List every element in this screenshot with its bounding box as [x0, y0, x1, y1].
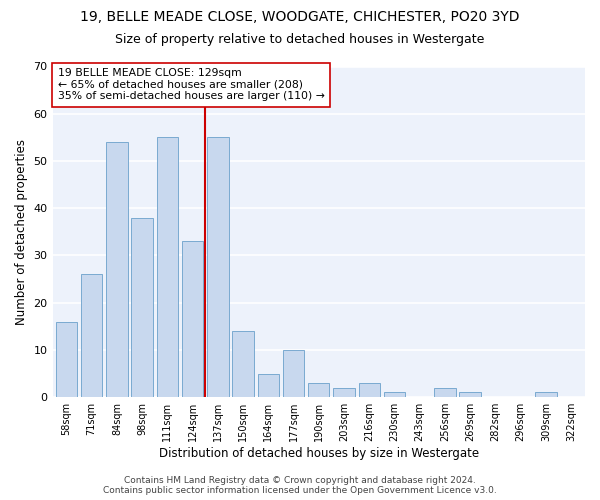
- Bar: [333, 388, 355, 397]
- Bar: [283, 350, 304, 397]
- Text: 19, BELLE MEADE CLOSE, WOODGATE, CHICHESTER, PO20 3YD: 19, BELLE MEADE CLOSE, WOODGATE, CHICHES…: [80, 10, 520, 24]
- Bar: [434, 388, 455, 397]
- Bar: [232, 331, 254, 397]
- Bar: [384, 392, 405, 397]
- Bar: [207, 138, 229, 397]
- Text: Contains HM Land Registry data © Crown copyright and database right 2024.
Contai: Contains HM Land Registry data © Crown c…: [103, 476, 497, 495]
- X-axis label: Distribution of detached houses by size in Westergate: Distribution of detached houses by size …: [159, 447, 479, 460]
- Bar: [56, 322, 77, 397]
- Bar: [131, 218, 153, 397]
- Bar: [308, 383, 329, 397]
- Bar: [257, 374, 279, 397]
- Text: Size of property relative to detached houses in Westergate: Size of property relative to detached ho…: [115, 32, 485, 46]
- Bar: [106, 142, 128, 397]
- Text: 19 BELLE MEADE CLOSE: 129sqm
← 65% of detached houses are smaller (208)
35% of s: 19 BELLE MEADE CLOSE: 129sqm ← 65% of de…: [58, 68, 325, 102]
- Bar: [182, 242, 203, 397]
- Bar: [535, 392, 557, 397]
- Bar: [359, 383, 380, 397]
- Bar: [157, 138, 178, 397]
- Bar: [81, 274, 103, 397]
- Y-axis label: Number of detached properties: Number of detached properties: [15, 139, 28, 325]
- Bar: [460, 392, 481, 397]
